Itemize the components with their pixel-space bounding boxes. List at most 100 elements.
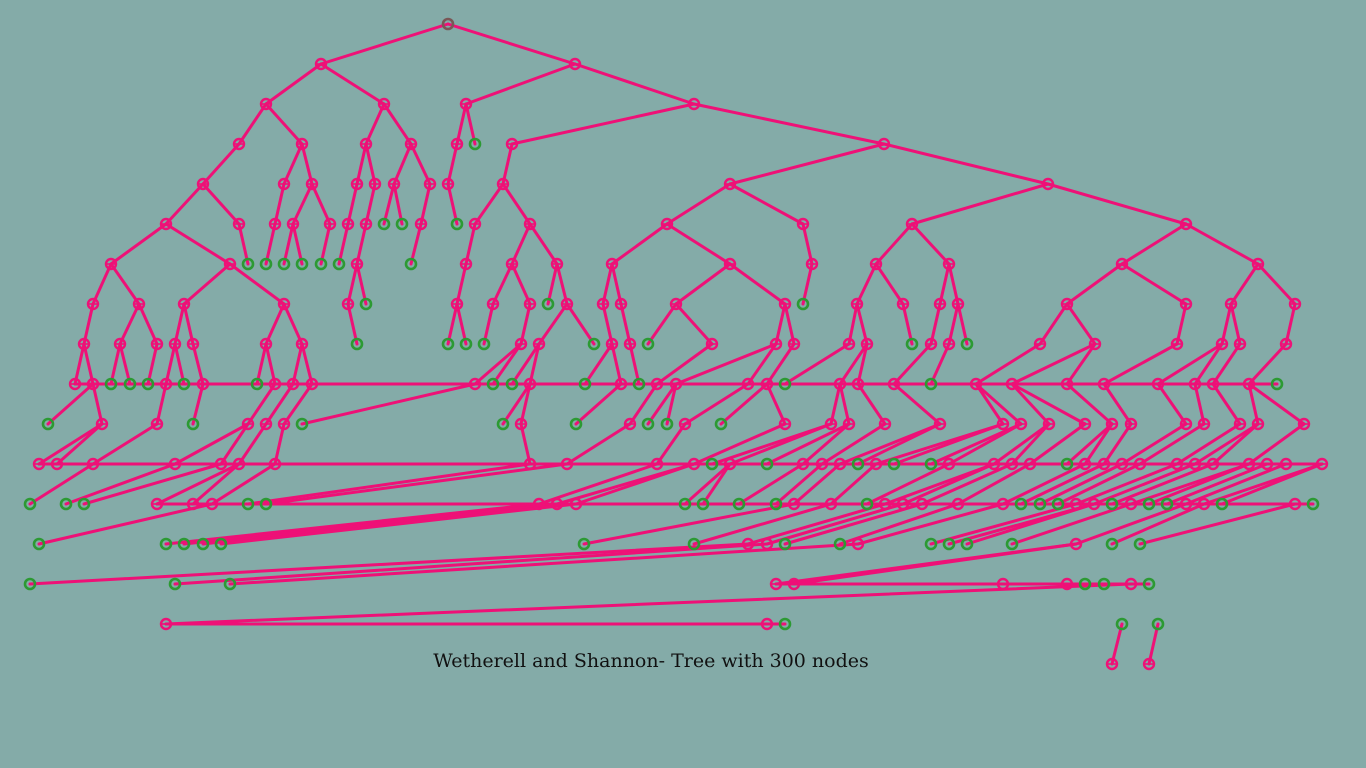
tree-leaf-node: [377, 217, 391, 231]
tree-edge: [974, 382, 1005, 426]
tree-edge: [1065, 382, 1114, 426]
tree-edge: [319, 222, 332, 266]
tree-leaf-node: [123, 377, 137, 391]
tree-edge: [765, 342, 796, 386]
tree-leaf-node: [23, 577, 37, 591]
tree-internal-node: [168, 337, 182, 351]
tree-edge: [519, 382, 532, 426]
tree-internal-node: [286, 217, 300, 231]
tree-internal-node: [824, 497, 838, 511]
tree-internal-node: [532, 337, 546, 351]
tree-edge: [910, 222, 951, 266]
tree-internal-node: [1251, 257, 1265, 271]
tree-internal-node: [723, 457, 737, 471]
tree-leaf-node: [505, 377, 519, 391]
tree-edge: [856, 422, 942, 466]
tree-edge: [109, 262, 141, 306]
tree-internal-node: [1133, 457, 1147, 471]
tree-internal-node: [259, 417, 273, 431]
tree-leaf-node: [1215, 497, 1229, 511]
tree-leaf-node: [705, 457, 719, 471]
tree-leaf-node: [632, 377, 646, 391]
tree-edge: [701, 462, 732, 506]
tree-edge: [201, 182, 241, 226]
tree-edge: [1110, 502, 1206, 546]
tree-leaf-node: [960, 337, 974, 351]
tree-leaf-node: [924, 457, 938, 471]
tree-leaf-node: [332, 257, 346, 271]
tree-internal-node: [1078, 457, 1092, 471]
tree-edge: [1010, 422, 1051, 466]
tree-edge: [956, 302, 969, 346]
tree-edge: [1010, 382, 1051, 426]
tree-edge: [346, 302, 359, 346]
tree-internal-node: [196, 177, 210, 191]
tree-internal-node: [787, 497, 801, 511]
tree-internal-node: [887, 377, 901, 391]
tree-edge: [838, 342, 869, 386]
tree-internal-node: [1279, 337, 1293, 351]
tree-internal-node: [168, 457, 182, 471]
tree-leaf-node: [641, 417, 655, 431]
tree-leaf-node: [778, 377, 792, 391]
tree-edge: [537, 302, 569, 346]
tree-edge: [655, 422, 687, 466]
tree-edge: [337, 222, 350, 266]
tree-edge: [628, 382, 659, 426]
tree-edge: [829, 462, 878, 506]
tree-edge: [364, 142, 377, 186]
tree-internal-node: [1005, 377, 1019, 391]
tree-internal-node: [532, 497, 546, 511]
tree-leaf-node: [1097, 577, 1111, 591]
tree-leaf-node: [295, 417, 309, 431]
tree-internal-node: [723, 177, 737, 191]
tree-edge: [228, 542, 860, 586]
tree-leaf-node: [23, 497, 37, 511]
tree-edge: [1175, 422, 1242, 466]
tree-internal-node: [851, 377, 865, 391]
tree-edge: [1256, 262, 1297, 306]
tree-edge: [574, 462, 696, 506]
tree-leaf-node: [732, 497, 746, 511]
tree-internal-node: [132, 297, 146, 311]
tree-edge: [419, 182, 432, 226]
tree-edge: [82, 342, 95, 386]
tree-internal-node: [268, 217, 282, 231]
tree-internal-node: [1233, 417, 1247, 431]
tree-internal-node: [323, 217, 337, 231]
tree-edge: [1065, 422, 1114, 466]
tree-internal-node: [1315, 457, 1329, 471]
tree-edge: [737, 462, 805, 506]
tree-internal-node: [1087, 497, 1101, 511]
tree-edge: [610, 222, 669, 266]
tree-internal-node: [1069, 497, 1083, 511]
tree-internal-node: [104, 257, 118, 271]
tree-leaf-node: [942, 537, 956, 551]
tree-edge: [746, 502, 887, 546]
tree-leaf-node: [359, 297, 373, 311]
tree-leaf-node: [577, 537, 591, 551]
tree-edge: [237, 222, 250, 266]
tree-edge: [201, 142, 241, 186]
tree-edge: [300, 142, 314, 186]
tree-internal-node: [1060, 297, 1074, 311]
tree-edge: [892, 382, 942, 426]
tree-leaf-node: [1142, 497, 1156, 511]
tree-edge: [1056, 462, 1142, 506]
tree-leaf-node: [1270, 377, 1284, 391]
tree-edge: [346, 262, 359, 306]
tree-internal-node: [933, 297, 947, 311]
tree-leaf-node: [59, 497, 73, 511]
tree-leaf-node: [887, 457, 901, 471]
tree-edge: [164, 582, 1133, 626]
tree-edge: [1193, 422, 1260, 466]
tree-internal-node: [942, 337, 956, 351]
tree-edge: [910, 182, 1050, 226]
tree-edge: [1001, 462, 1087, 506]
tree-edge: [109, 342, 122, 386]
tree-internal-node: [1124, 417, 1138, 431]
tree-edge: [1220, 302, 1233, 346]
tree-edge: [801, 262, 814, 306]
tree-edge: [1193, 382, 1206, 426]
tree-edge: [392, 142, 413, 186]
